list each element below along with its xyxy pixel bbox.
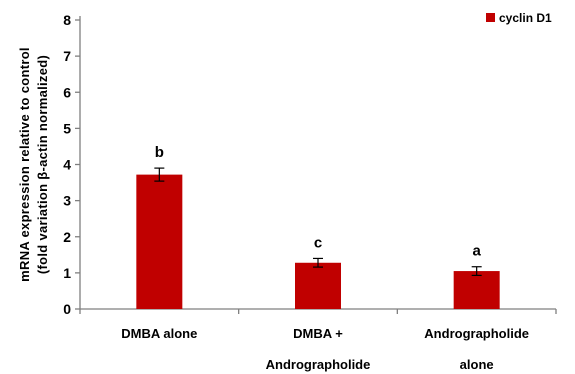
legend-label-cyclin-d1: cyclin D1 (499, 11, 552, 25)
y-tick-label: 5 (63, 120, 71, 136)
bar (295, 262, 341, 309)
y-axis-title-line-1: mRNA expression relative to control (17, 47, 32, 282)
significance-label: b (155, 144, 164, 161)
y-tick-label: 7 (63, 48, 71, 64)
y-tick-label: 6 (63, 84, 71, 100)
x-category-label: Andrographolide (266, 357, 371, 372)
y-tick-label: 1 (63, 265, 71, 281)
significance-label: a (472, 243, 481, 260)
y-tick-label: 2 (63, 229, 71, 245)
error-bar (471, 266, 482, 277)
error-bar (154, 167, 165, 182)
y-tick-label: 0 (63, 301, 71, 317)
bar (136, 174, 183, 309)
y-axis-title-line-2: (fold variation β-actin normalized) (35, 55, 50, 274)
y-axis-ticks: 0 1 2 3 4 5 6 7 8 (63, 12, 80, 317)
x-axis-category-labels: DMBA alone DMBA + Andrographolide Andrograp… (121, 326, 529, 372)
bar (453, 271, 500, 309)
y-axis-title: mRNA expression relative to control (fol… (17, 47, 50, 282)
x-category-label: DMBA alone (121, 326, 197, 341)
significance-label: c (314, 234, 322, 251)
legend: cyclin D1 (486, 11, 552, 25)
y-tick-label: 8 (63, 12, 71, 28)
x-category-label: DMBA + (293, 326, 343, 341)
legend-swatch-cyclin-d1 (486, 13, 495, 22)
y-tick-label: 4 (63, 157, 71, 173)
x-category-label: Andrographolide (424, 326, 529, 341)
error-bar (313, 257, 323, 268)
x-category-label: alone (460, 357, 494, 372)
bars: b c a (136, 144, 500, 309)
y-tick-label: 3 (63, 193, 71, 209)
